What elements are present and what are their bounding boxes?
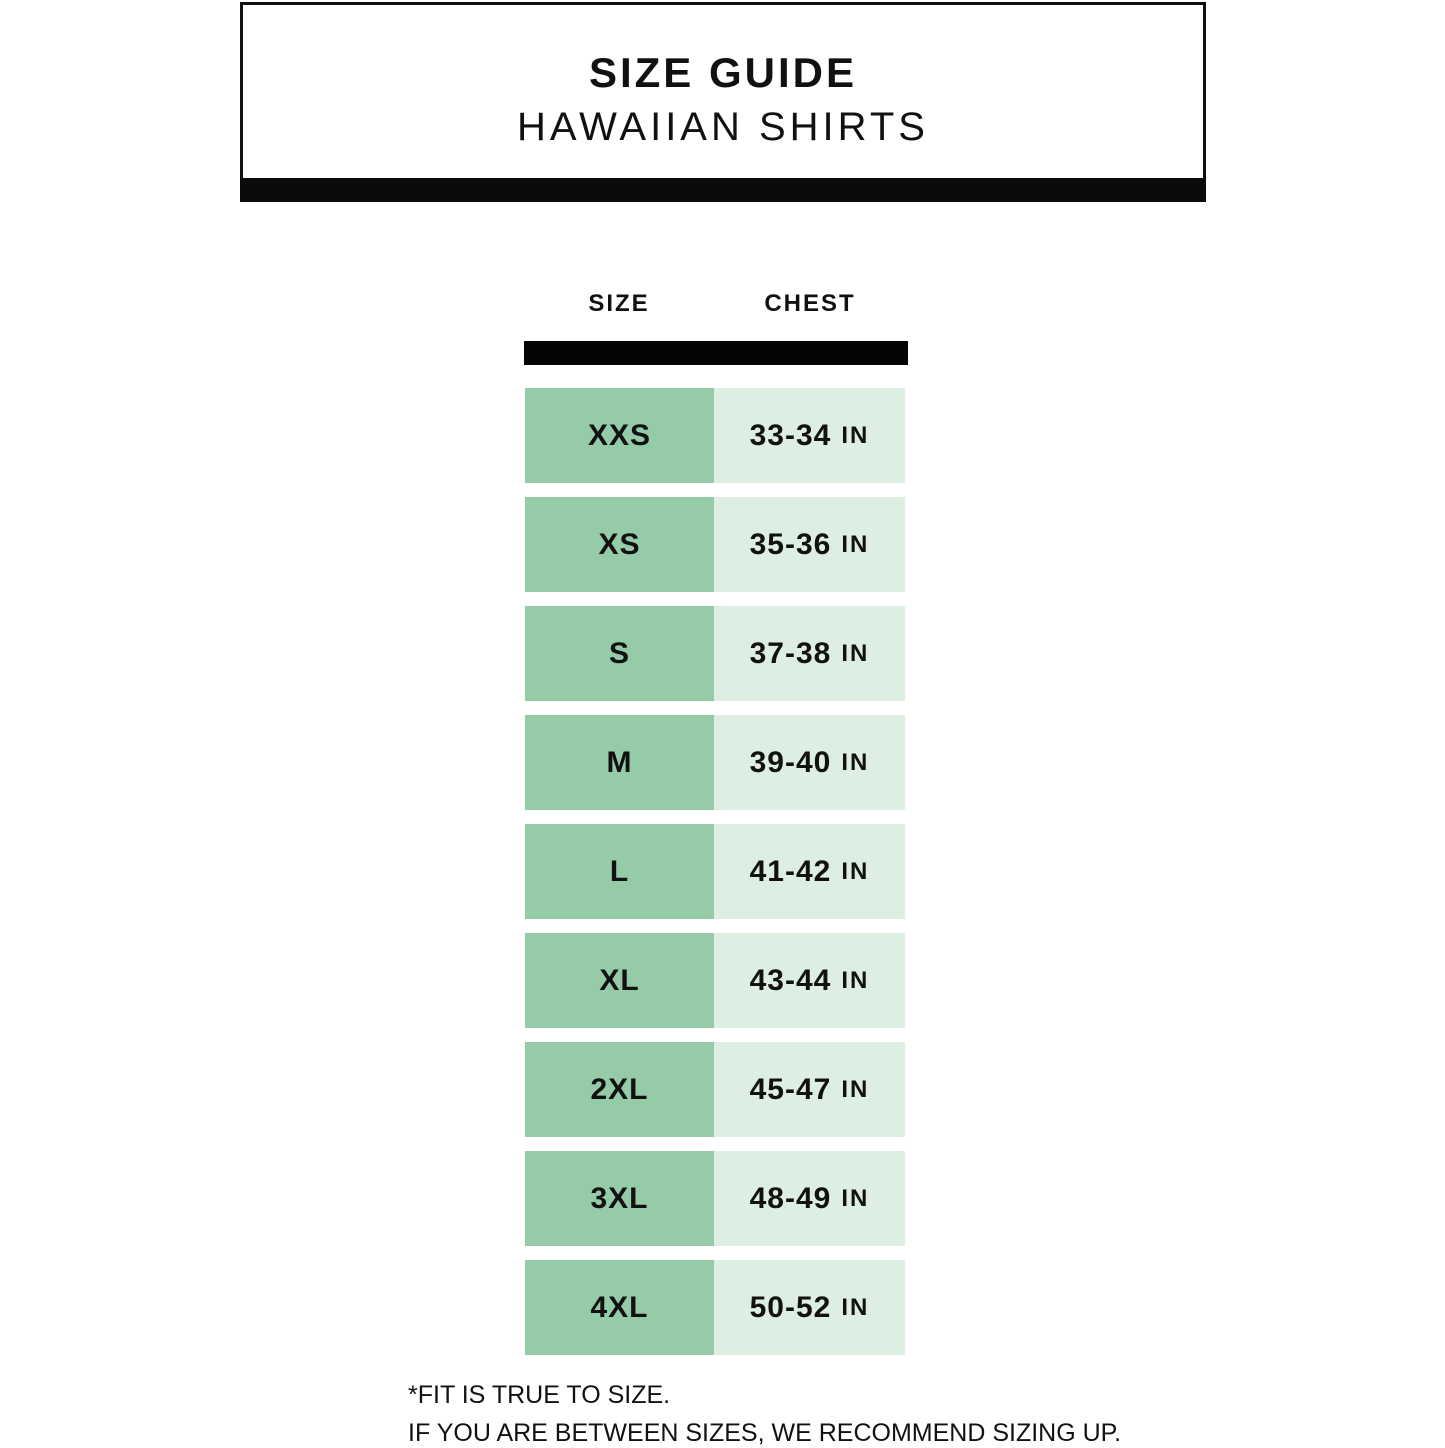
- size-cell: S: [525, 606, 714, 701]
- size-cell: XL: [525, 933, 714, 1028]
- chest-unit: IN: [841, 530, 870, 558]
- table-row: L 41-42 IN: [525, 824, 905, 919]
- chest-value: 45-47: [749, 1072, 832, 1106]
- chest-unit: IN: [841, 857, 870, 885]
- chest-cell: 41-42 IN: [714, 824, 905, 919]
- column-header-chest: CHEST: [764, 290, 856, 317]
- size-cell: XXS: [525, 388, 714, 483]
- table-row: XXS 33-34 IN: [525, 388, 905, 483]
- chest-value: 35-36: [749, 527, 832, 561]
- chest-value: 50-52: [749, 1290, 832, 1324]
- table-row: 3XL 48-49 IN: [525, 1151, 905, 1246]
- size-cell: L: [525, 824, 714, 919]
- table-row: M 39-40 IN: [525, 715, 905, 810]
- table-header-bar: [524, 341, 908, 365]
- chest-cell: 48-49 IN: [714, 1151, 905, 1246]
- page-subtitle: HAWAIIAN SHIRTS: [517, 105, 929, 149]
- chest-value: 33-34: [749, 418, 832, 452]
- fit-note: *FIT IS TRUE TO SIZE.: [408, 1381, 671, 1409]
- size-cell: 4XL: [525, 1260, 714, 1355]
- table-row: XS 35-36 IN: [525, 497, 905, 592]
- chest-unit: IN: [841, 1075, 870, 1103]
- chest-unit: IN: [841, 1184, 870, 1212]
- size-cell: 2XL: [525, 1042, 714, 1137]
- chest-cell: 33-34 IN: [714, 388, 905, 483]
- column-header-size: SIZE: [588, 290, 650, 317]
- size-cell: XS: [525, 497, 714, 592]
- chest-value: 43-44: [749, 963, 832, 997]
- chest-unit: IN: [841, 966, 870, 994]
- chest-value: 48-49: [749, 1181, 832, 1215]
- table-row: S 37-38 IN: [525, 606, 905, 701]
- chest-unit: IN: [841, 1293, 870, 1321]
- table-row: XL 43-44 IN: [525, 933, 905, 1028]
- chest-cell: 35-36 IN: [714, 497, 905, 592]
- chest-value: 41-42: [749, 854, 832, 888]
- sizing-note: IF YOU ARE BETWEEN SIZES, WE RECOMMEND S…: [408, 1419, 1122, 1447]
- chest-unit: IN: [841, 421, 870, 449]
- chest-cell: 45-47 IN: [714, 1042, 905, 1137]
- header-box: SIZE GUIDE HAWAIIAN SHIRTS: [240, 2, 1206, 201]
- header-underline-bar: [240, 178, 1206, 202]
- chest-cell: 50-52 IN: [714, 1260, 905, 1355]
- chest-cell: 43-44 IN: [714, 933, 905, 1028]
- table-row: 4XL 50-52 IN: [525, 1260, 905, 1355]
- table-row: 2XL 45-47 IN: [525, 1042, 905, 1137]
- size-cell: 3XL: [525, 1151, 714, 1246]
- chest-cell: 39-40 IN: [714, 715, 905, 810]
- chest-value: 39-40: [749, 745, 832, 779]
- chest-unit: IN: [841, 639, 870, 667]
- page-title: SIZE GUIDE: [588, 49, 858, 96]
- chest-value: 37-38: [749, 636, 832, 670]
- chest-unit: IN: [841, 748, 870, 776]
- chest-cell: 37-38 IN: [714, 606, 905, 701]
- size-cell: M: [525, 715, 714, 810]
